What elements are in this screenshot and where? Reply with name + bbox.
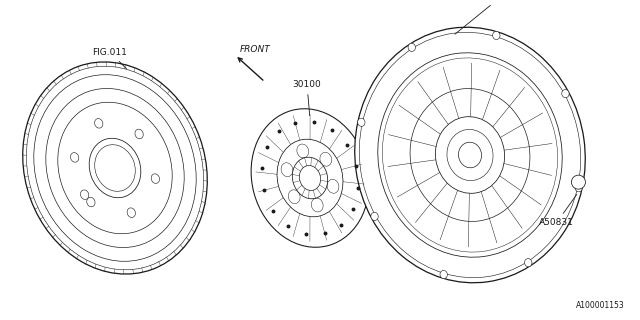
Ellipse shape (493, 31, 500, 40)
Ellipse shape (378, 53, 562, 257)
Ellipse shape (89, 138, 141, 198)
Text: 30100: 30100 (292, 80, 321, 116)
Ellipse shape (58, 102, 172, 234)
Ellipse shape (277, 139, 343, 217)
Ellipse shape (435, 117, 504, 193)
Text: A50831: A50831 (539, 195, 577, 228)
Ellipse shape (572, 175, 586, 189)
Ellipse shape (575, 184, 582, 192)
Ellipse shape (95, 119, 103, 128)
Ellipse shape (22, 62, 207, 274)
Ellipse shape (151, 174, 159, 183)
Ellipse shape (70, 153, 79, 162)
Ellipse shape (135, 129, 143, 139)
Ellipse shape (458, 142, 481, 168)
Ellipse shape (440, 270, 447, 279)
Text: FRONT: FRONT (240, 45, 271, 54)
Ellipse shape (81, 190, 89, 199)
Text: 30210: 30210 (455, 0, 516, 34)
Ellipse shape (300, 165, 321, 190)
Ellipse shape (87, 197, 95, 207)
Ellipse shape (525, 259, 532, 267)
Ellipse shape (251, 109, 369, 247)
Ellipse shape (355, 27, 585, 283)
Text: A100001153: A100001153 (576, 301, 625, 310)
Ellipse shape (292, 157, 328, 199)
Ellipse shape (127, 208, 136, 217)
Ellipse shape (408, 43, 415, 52)
Ellipse shape (562, 90, 569, 98)
Ellipse shape (371, 212, 378, 220)
Text: FIG.011: FIG.011 (93, 48, 127, 69)
Ellipse shape (358, 118, 365, 126)
